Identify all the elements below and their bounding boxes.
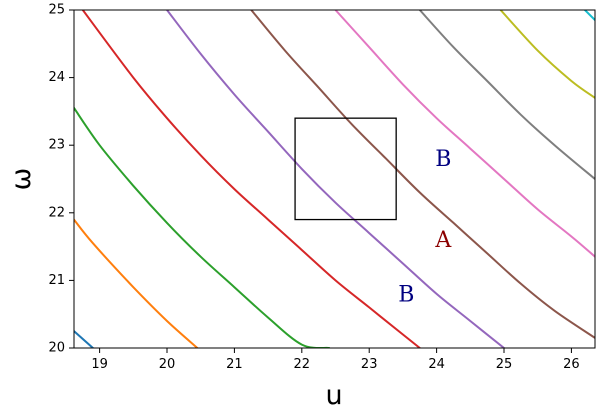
contour-line-6 <box>250 10 595 340</box>
x-tick-label: 19 <box>91 357 108 372</box>
y-tick-label: 24 <box>48 70 65 85</box>
x-axis-label: u <box>325 380 342 408</box>
series-layer <box>74 10 595 348</box>
y-axis-ticks: 20 21 22 23 24 25 <box>48 3 74 356</box>
contour-line-8 <box>418 10 595 181</box>
x-tick-label: 23 <box>361 357 378 372</box>
y-axis-label: ω <box>6 168 37 191</box>
y-tick-label: 22 <box>48 205 65 220</box>
y-tick-label: 20 <box>48 341 65 356</box>
contour-line-9 <box>499 10 595 100</box>
annotation-a-2: A <box>434 228 452 253</box>
x-tick-label: 20 <box>159 357 176 372</box>
annotation-b-3: B <box>398 282 414 307</box>
contour-line-4 <box>81 10 422 348</box>
highlight-box <box>294 117 397 221</box>
annotation-b-1: B <box>435 147 451 172</box>
y-tick-label: 21 <box>48 273 65 288</box>
y-tick-label: 23 <box>48 138 65 153</box>
x-tick-label: 26 <box>563 357 580 372</box>
y-tick-label: 25 <box>48 3 65 18</box>
x-tick-label: 21 <box>226 357 243 372</box>
contour-line-1 <box>74 329 95 348</box>
x-tick-label: 24 <box>428 357 445 372</box>
plot-frame <box>73 9 596 349</box>
contour-line-5 <box>165 10 506 348</box>
contour-line-3 <box>74 106 330 348</box>
overlay-layer: B A B <box>294 117 452 307</box>
contour-line-7 <box>334 10 595 259</box>
x-tick-label: 25 <box>496 357 513 372</box>
contour-line-2 <box>74 218 199 348</box>
x-tick-label: 22 <box>294 357 311 372</box>
contour-line-10 <box>583 10 595 22</box>
x-axis-ticks: 19 20 21 22 23 24 25 26 <box>91 348 580 372</box>
